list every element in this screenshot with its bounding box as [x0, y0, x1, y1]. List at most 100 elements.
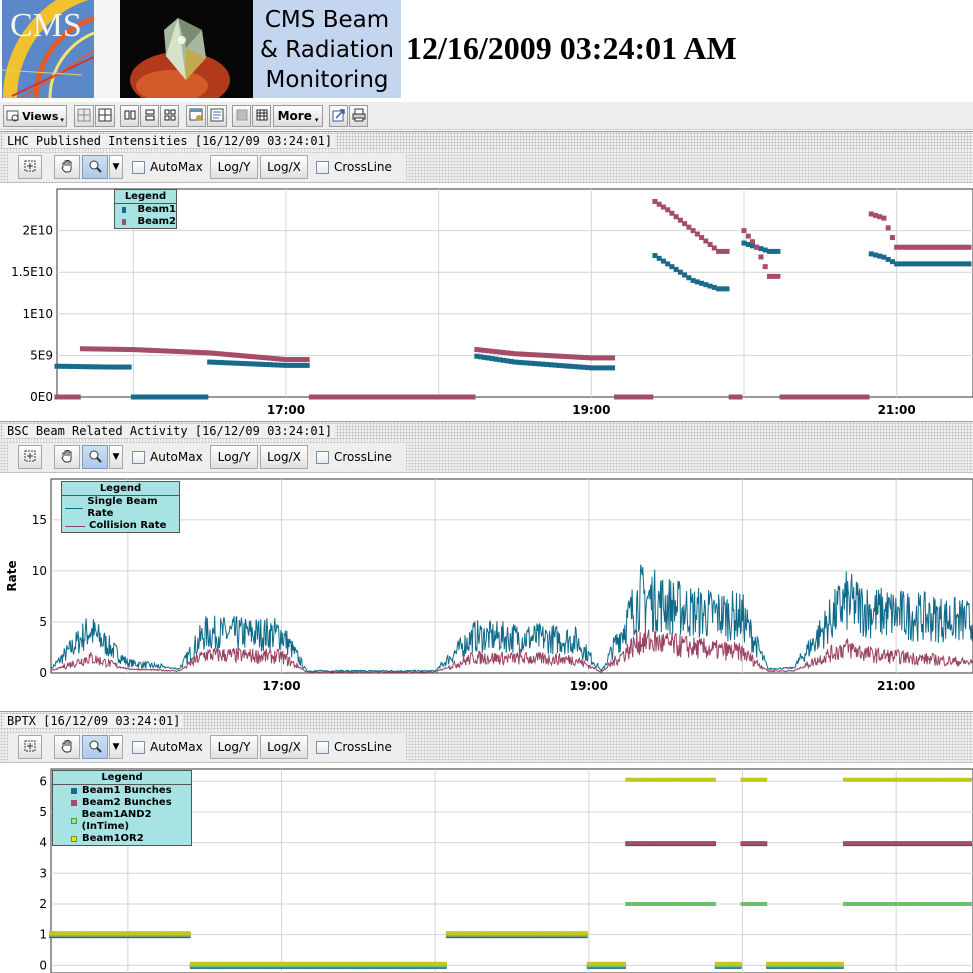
- data-point: [66, 931, 71, 936]
- y-tick-label: 2: [39, 897, 47, 911]
- data-point: [138, 347, 144, 353]
- activity-legend[interactable]: Legend Single Beam Rate Collision Rate: [61, 481, 180, 533]
- data-point: [199, 350, 205, 356]
- data-point: [911, 901, 916, 906]
- activity-plot[interactable]: 0 5 10 15 17:00 19:00 21:00 Rate Legend Single …: [0, 473, 973, 711]
- data-point: [501, 357, 507, 363]
- crossline-check[interactable]: [316, 160, 329, 174]
- layout-grid-button[interactable]: [74, 105, 94, 127]
- legend-item-collision: Collision Rate: [62, 520, 179, 532]
- export-button[interactable]: [329, 105, 348, 127]
- layout-zoom-button[interactable]: [95, 105, 115, 127]
- crossline-checkbox[interactable]: CrossLine: [316, 740, 392, 754]
- activity-chart[interactable]: 0 5 10 15 17:00 19:00 21:00 Rate: [0, 473, 973, 711]
- zoom-menu-button[interactable]: ▼: [109, 445, 123, 469]
- views-button[interactable]: Views ▾: [3, 105, 67, 127]
- window-settings-button[interactable]: [186, 105, 206, 127]
- print-button[interactable]: [349, 105, 368, 127]
- data-point: [958, 244, 964, 250]
- data-point: [694, 841, 699, 846]
- data-point: [478, 931, 483, 936]
- data-point: [950, 777, 955, 782]
- bptx-legend[interactable]: Legend Beam1 Bunches Beam2 Bunches Beam1…: [52, 770, 192, 846]
- data-point: [848, 901, 853, 906]
- data-point: [219, 351, 225, 357]
- data-point: [918, 244, 924, 250]
- automax-checkbox[interactable]: AutoMax: [132, 740, 203, 754]
- data-point: [652, 901, 657, 906]
- log-x-button[interactable]: Log/X: [260, 155, 308, 179]
- data-point: [766, 273, 772, 279]
- properties-button[interactable]: [207, 105, 227, 127]
- table-view-button[interactable]: [252, 105, 271, 127]
- dropdown-arrow-icon: ▾: [60, 116, 64, 124]
- crossline-checkbox[interactable]: CrossLine: [316, 450, 392, 464]
- zoom-button[interactable]: [82, 155, 108, 179]
- automax-check[interactable]: [132, 160, 145, 174]
- data-point: [264, 961, 269, 966]
- data-point: [622, 394, 628, 400]
- intensity-plot[interactable]: 0E0 5E9 1E10 1.5E10 2E10 17:00 19:00 21:00 Lege…: [0, 183, 973, 421]
- data-point: [532, 361, 538, 367]
- data-point: [540, 361, 546, 367]
- pan-button[interactable]: [54, 445, 80, 469]
- data-point: [443, 394, 449, 400]
- data-point: [489, 356, 495, 362]
- data-point: [956, 777, 961, 782]
- zoom-button[interactable]: [82, 735, 108, 759]
- log-y-button[interactable]: Log/Y: [210, 445, 258, 469]
- data-point: [762, 264, 768, 270]
- data-point: [720, 286, 726, 292]
- crossline-checkbox[interactable]: CrossLine: [316, 160, 392, 174]
- panel-toolbar: ▼ AutoMax Log/Y Log/X CrossLine: [0, 151, 973, 183]
- data-point: [67, 394, 73, 400]
- data-point: [247, 361, 253, 367]
- log-y-button[interactable]: Log/Y: [210, 735, 258, 759]
- data-point: [724, 286, 730, 292]
- fit-button[interactable]: [18, 735, 42, 759]
- blank-view-button[interactable]: [232, 105, 251, 127]
- rows-button[interactable]: [140, 105, 159, 127]
- bptx-plot[interactable]: 0 1 2 3 4 5 6 Legend Beam1 Bunches Beam2 Bunch…: [0, 763, 973, 973]
- data-point: [568, 363, 574, 369]
- data-point: [707, 241, 713, 247]
- data-point: [496, 931, 501, 936]
- data-point: [686, 901, 691, 906]
- crossline-check[interactable]: [316, 740, 329, 754]
- more-button[interactable]: More ▾: [273, 105, 323, 127]
- y-tick-label: 0: [39, 958, 47, 972]
- data-point: [255, 354, 261, 360]
- zoom-menu-button[interactable]: ▼: [109, 155, 123, 179]
- log-x-button[interactable]: Log/X: [260, 735, 308, 759]
- automax-check[interactable]: [132, 740, 145, 754]
- log-y-button[interactable]: Log/Y: [210, 155, 258, 179]
- data-point: [147, 931, 152, 936]
- data-point: [950, 244, 956, 250]
- data-point: [908, 901, 913, 906]
- tiles-button[interactable]: [160, 105, 179, 127]
- data-point: [528, 360, 534, 366]
- zoom-button[interactable]: [82, 445, 108, 469]
- columns-button[interactable]: [120, 105, 139, 127]
- zoom-menu-button[interactable]: ▼: [109, 735, 123, 759]
- log-x-button[interactable]: Log/X: [260, 445, 308, 469]
- bptx-chart[interactable]: 0 1 2 3 4 5 6: [0, 763, 973, 973]
- data-point: [757, 901, 762, 906]
- data-point: [639, 394, 645, 400]
- automax-checkbox[interactable]: AutoMax: [132, 450, 203, 464]
- data-point: [781, 961, 786, 966]
- dropdown-arrow-icon: ▼: [112, 162, 120, 172]
- fit-button[interactable]: [18, 155, 42, 179]
- intensity-chart[interactable]: 0E0 5E9 1E10 1.5E10 2E10 17:00 19:00 21:00: [0, 183, 973, 421]
- pan-button[interactable]: [54, 735, 80, 759]
- automax-check[interactable]: [132, 450, 145, 464]
- data-point: [111, 346, 117, 352]
- pan-button[interactable]: [54, 155, 80, 179]
- data-point: [130, 347, 136, 353]
- data-point: [251, 354, 257, 360]
- data-point: [667, 777, 672, 782]
- fit-button[interactable]: [18, 445, 42, 469]
- intensity-legend[interactable]: Legend Beam1 Beam2: [114, 189, 177, 229]
- crossline-check[interactable]: [316, 450, 329, 464]
- automax-checkbox[interactable]: AutoMax: [132, 160, 203, 174]
